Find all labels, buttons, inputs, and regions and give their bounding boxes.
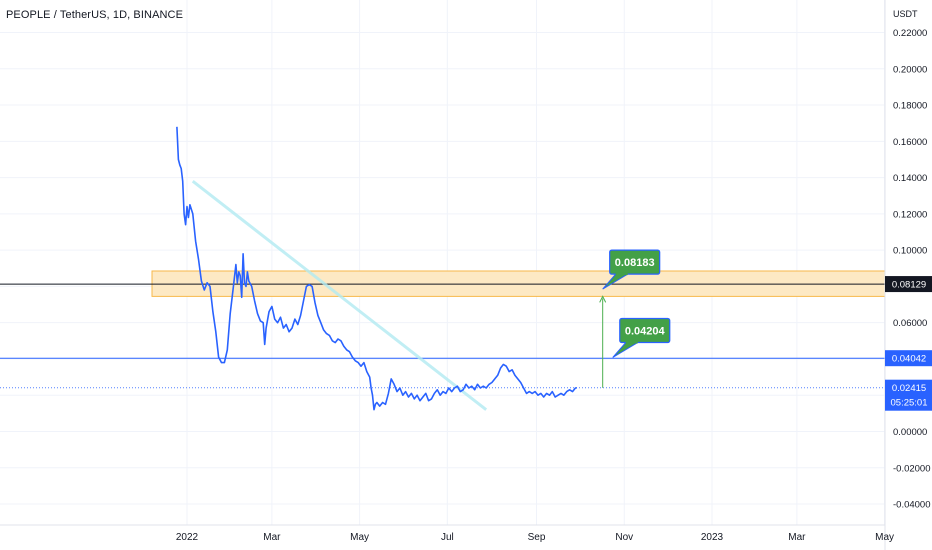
y-tick-label: 0.16000 (893, 137, 927, 148)
x-tick-label: Nov (615, 532, 633, 543)
x-tick-label: May (875, 532, 894, 543)
callout-joint (615, 272, 628, 276)
price-series-line (176, 126, 577, 411)
grid (0, 0, 886, 525)
y-tick-label: -0.04000 (893, 500, 931, 511)
price-tag-current-bg (885, 379, 932, 411)
callout-0: 0.08183 (602, 249, 661, 290)
callout-label: 0.04204 (625, 326, 666, 338)
y-tick-label: 0.10000 (893, 246, 927, 257)
y-tick-label: 0.22000 (893, 28, 927, 39)
y-tick-label: 0.00000 (893, 427, 927, 438)
y-tick-label: 0.18000 (893, 101, 927, 112)
levels (0, 283, 885, 389)
price-tag-blue-bg (885, 350, 932, 367)
price-tag-black-bg (885, 276, 932, 293)
callouts-layer: 0.08183 0.04204 (602, 249, 671, 358)
x-tick-label: May (350, 532, 369, 543)
y-tick-label: 0.12000 (893, 209, 927, 220)
price-tag-black: 0.08129 (885, 276, 932, 293)
callout-label: 0.08183 (615, 257, 655, 269)
trendline (191, 180, 488, 411)
y-tick-label: 0.20000 (893, 64, 927, 75)
price-tag-blue-text: 0.04042 (892, 354, 926, 365)
x-tick-label: Sep (528, 532, 546, 543)
callout-1: 0.04204 (612, 317, 671, 358)
price-tag-blue: 0.04042 (885, 350, 932, 367)
callout-joint (625, 340, 638, 344)
trendline-layer (191, 180, 488, 411)
arrow-layer (599, 295, 607, 388)
x-axis: 2022 Mar May Jul Sep Nov 2023 Mar May (0, 524, 894, 543)
y-tick-label: -0.02000 (893, 463, 931, 474)
y-tick-label: 0.14000 (893, 173, 927, 184)
price-tag-current: 0.02415 05:25:01 (885, 379, 932, 411)
x-tick-label: Mar (788, 532, 806, 543)
price-labels: 0.08129 0.04042 0.02415 05:25:01 (885, 276, 932, 411)
x-tick-label: Jul (441, 532, 454, 543)
callout-pointer (612, 342, 640, 358)
target-arrow-head (599, 295, 607, 303)
x-tick-label: 2022 (176, 532, 199, 543)
price-tag-current-text: 0.02415 (892, 383, 926, 394)
y-axis: 0.22000 0.20000 0.18000 0.16000 0.14000 0.120… (884, 0, 931, 550)
chart-title: PEOPLE / TetherUS, 1D, BINANCE (6, 9, 184, 21)
price-tag-countdown: 05:25:01 (891, 398, 928, 409)
y-axis-unit: USDT (893, 9, 918, 19)
x-tick-label: 2023 (701, 532, 724, 543)
callout-box (609, 249, 661, 275)
callout-box (619, 317, 671, 344)
y-tick-label: 0.06000 (893, 318, 927, 329)
price-tag-black-text: 0.08129 (892, 280, 926, 291)
x-tick-label: Mar (263, 532, 281, 543)
series-layer (176, 126, 577, 411)
